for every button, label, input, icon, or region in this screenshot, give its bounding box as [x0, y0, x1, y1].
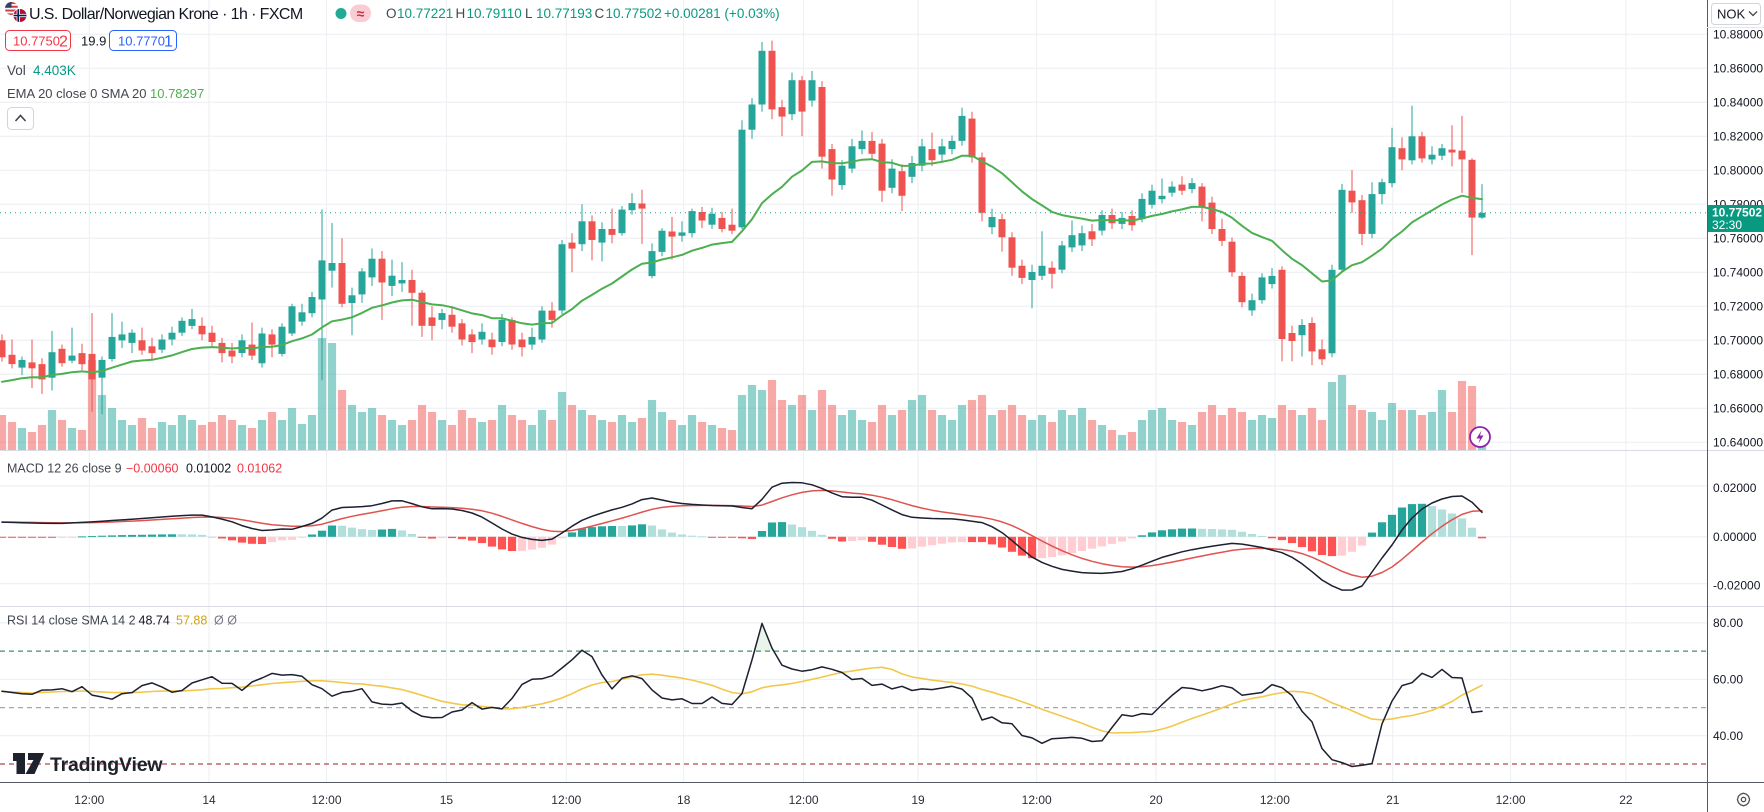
svg-text:NOK: NOK	[1717, 7, 1746, 22]
svg-text:MACD 12 26 close 9: MACD 12 26 close 9	[7, 462, 122, 476]
svg-text:TradingView: TradingView	[50, 754, 163, 776]
svg-text:4.403K: 4.403K	[33, 63, 76, 78]
svg-text:10.76000: 10.76000	[1713, 231, 1763, 245]
svg-text:22: 22	[1619, 793, 1633, 807]
svg-text:O: O	[386, 6, 397, 21]
svg-text:H: H	[456, 6, 466, 21]
svg-text:10.88000: 10.88000	[1713, 27, 1763, 41]
svg-text:10.74000: 10.74000	[1713, 265, 1763, 279]
svg-text:0.02000: 0.02000	[1713, 481, 1757, 495]
svg-text:10.82000: 10.82000	[1713, 129, 1763, 143]
svg-text:18: 18	[677, 793, 691, 807]
svg-text:21: 21	[1386, 793, 1400, 807]
svg-text:≈: ≈	[357, 6, 365, 22]
svg-text:2: 2	[59, 34, 68, 51]
svg-text:10.77502: 10.77502	[606, 6, 662, 21]
svg-text:C: C	[595, 6, 605, 21]
svg-text:10.77193: 10.77193	[536, 6, 592, 21]
svg-text:10.70000: 10.70000	[1713, 333, 1763, 347]
svg-text:10.68000: 10.68000	[1713, 367, 1763, 381]
svg-text:19.9: 19.9	[81, 34, 106, 49]
svg-text:19: 19	[911, 793, 925, 807]
svg-text:12:00: 12:00	[74, 793, 104, 807]
svg-text:10.79110: 10.79110	[467, 6, 522, 21]
svg-text:14: 14	[202, 793, 216, 807]
svg-text:10.77502: 10.77502	[1712, 206, 1762, 220]
svg-text:U.S. Dollar/Norwegian Krone ·: U.S. Dollar/Norwegian Krone · 1h · FXCM	[29, 6, 303, 23]
svg-text:10.66000: 10.66000	[1713, 401, 1763, 415]
svg-text:15: 15	[440, 793, 454, 807]
svg-text:Vol: Vol	[7, 63, 26, 78]
svg-text:+0.00281 (+0.03%): +0.00281 (+0.03%)	[664, 6, 780, 21]
svg-text:12:00: 12:00	[1022, 793, 1052, 807]
svg-text:1: 1	[164, 34, 173, 51]
svg-text:12:00: 12:00	[1496, 793, 1526, 807]
svg-text:80.00: 80.00	[1713, 616, 1743, 630]
svg-text:10.7750: 10.7750	[13, 34, 60, 49]
svg-text:40.00: 40.00	[1713, 729, 1743, 743]
svg-text:L: L	[525, 6, 533, 21]
svg-text:20: 20	[1149, 793, 1163, 807]
svg-text:10.80000: 10.80000	[1713, 163, 1763, 177]
svg-text:10.64000: 10.64000	[1713, 435, 1763, 449]
svg-text:10.72000: 10.72000	[1713, 299, 1763, 313]
svg-text:Ø Ø: Ø Ø	[214, 614, 237, 628]
svg-text:60.00: 60.00	[1713, 672, 1743, 686]
svg-text:10.78297: 10.78297	[150, 86, 204, 101]
svg-text:−0.00060: −0.00060	[126, 462, 179, 476]
svg-text:10.86000: 10.86000	[1713, 61, 1763, 75]
svg-text:RSI 14 close SMA 14 2: RSI 14 close SMA 14 2	[7, 614, 136, 628]
svg-text:57.88: 57.88	[176, 614, 207, 628]
svg-text:12:00: 12:00	[789, 793, 819, 807]
svg-text:12:00: 12:00	[1260, 793, 1290, 807]
svg-text:10.7770: 10.7770	[118, 34, 165, 49]
svg-text:32:30: 32:30	[1712, 218, 1742, 232]
svg-text:12:00: 12:00	[551, 793, 581, 807]
svg-text:0.01062: 0.01062	[237, 462, 282, 476]
svg-text:10.84000: 10.84000	[1713, 95, 1763, 109]
svg-text:0.00000: 0.00000	[1713, 530, 1757, 544]
svg-text:EMA 20 close 0 SMA 20: EMA 20 close 0 SMA 20	[7, 86, 146, 101]
svg-text:10.77221: 10.77221	[397, 6, 453, 21]
svg-text:48.74: 48.74	[139, 614, 170, 628]
svg-text:-0.02000: -0.02000	[1713, 579, 1761, 593]
svg-text:0.01002: 0.01002	[186, 462, 231, 476]
svg-text:12:00: 12:00	[311, 793, 341, 807]
